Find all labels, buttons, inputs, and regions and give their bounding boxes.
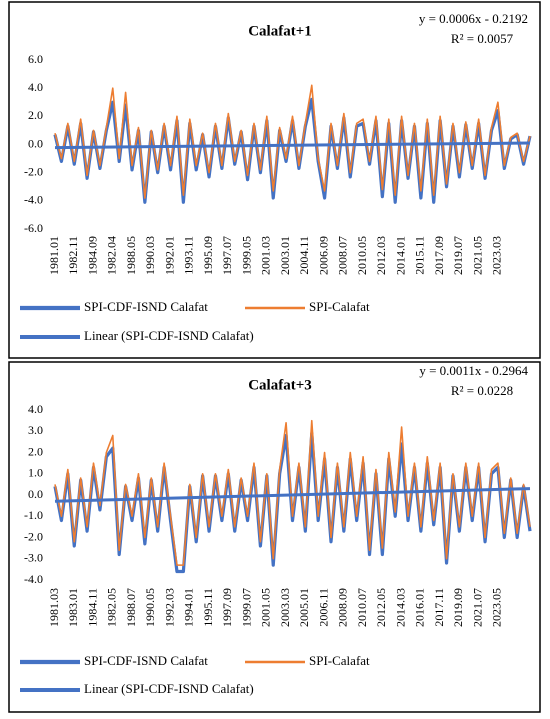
x-tick-label: 2006.11: [316, 588, 330, 627]
x-tick-label: 2008.09: [336, 588, 350, 627]
y-tick-label: 1.0: [28, 466, 43, 480]
x-tick-label: 2017.09: [432, 236, 446, 275]
x-tick-label: 1984.09: [85, 236, 99, 275]
x-tick-label: 2010.07: [355, 588, 369, 627]
x-tick-label: 2001.05: [259, 588, 273, 627]
x-tick-label: 1992.03: [162, 588, 176, 627]
x-tick-label: 2005.01: [297, 588, 311, 627]
x-tick-label: 1981.01: [47, 236, 61, 275]
x-tick-label: 2017.11: [432, 588, 446, 627]
x-tick-label: 1982.05: [105, 588, 119, 627]
y-tick-label: 6.0: [28, 52, 43, 66]
x-tick-label: 1999.05: [239, 236, 253, 275]
y-tick-label: -4.0: [24, 572, 43, 586]
x-tick-label: 2012.03: [374, 236, 388, 275]
trend-equation: y = 0.0006x - 0.2192: [419, 11, 528, 26]
x-tick-label: 2019.09: [451, 588, 465, 627]
series-line: [54, 84, 531, 199]
x-tick-label: 2019.07: [451, 236, 465, 275]
x-tick-label: 1982.11: [66, 236, 80, 275]
y-tick-label: 0.0: [28, 487, 43, 501]
x-tick-label: 1997.09: [220, 588, 234, 627]
x-tick-label: 2023.05: [490, 588, 504, 627]
panel-border: [8, 361, 541, 713]
x-tick-label: 1999.07: [239, 588, 253, 627]
y-tick-label: -1.0: [24, 508, 43, 522]
y-tick-label: 2.0: [28, 444, 43, 458]
x-tick-label: 2014.03: [393, 588, 407, 627]
x-tick-label: 2023.03: [490, 236, 504, 275]
legend-label: SPI-Calafat: [309, 299, 370, 314]
y-tick-label: -3.0: [24, 551, 43, 565]
x-tick-label: 2003.01: [278, 236, 292, 275]
y-tick-label: -2.0: [24, 164, 43, 178]
x-tick-label: 1992.01: [162, 236, 176, 275]
x-tick-label: 1990.03: [143, 236, 157, 275]
x-tick-label: 2015.11: [413, 236, 427, 275]
x-tick-label: 1988.07: [124, 588, 138, 627]
x-tick-label: 2001.03: [259, 236, 273, 275]
x-tick-label: 1982.04: [105, 236, 119, 275]
x-tick-label: 1983.01: [66, 588, 80, 627]
trend-line: [54, 487, 531, 503]
x-tick-label: 1997.07: [220, 236, 234, 275]
x-tick-label: 2003.03: [278, 588, 292, 627]
legend-label: SPI-CDF-ISND Calafat: [84, 653, 208, 668]
y-tick-label: 4.0: [28, 402, 43, 416]
series-line: [53, 431, 532, 574]
trend-r2: R² = 0.0057: [451, 31, 514, 46]
y-tick-label: -2.0: [24, 529, 43, 543]
series-line: [54, 419, 531, 566]
chart-title: Calafat+3: [248, 377, 312, 393]
y-tick-label: 0.0: [28, 136, 43, 150]
trend-line: [54, 141, 531, 150]
legend-label: Linear (SPI-CDF-ISND Calafat): [84, 328, 254, 343]
x-tick-label: 2021.07: [470, 588, 484, 627]
trend-equation: y = 0.0011x - 0.2964: [419, 363, 528, 378]
legend-label: SPI-Calafat: [309, 653, 370, 668]
x-tick-label: 2006.09: [316, 236, 330, 275]
x-tick-label: 2008.07: [336, 236, 350, 275]
panel-border: [8, 1, 541, 359]
chart-title: Calafat+1: [248, 23, 312, 39]
trend-r2: R² = 0.0228: [451, 383, 513, 398]
x-tick-label: 1990.05: [143, 588, 157, 627]
x-tick-label: 2021.05: [470, 236, 484, 275]
y-tick-label: -6.0: [24, 221, 43, 235]
y-tick-label: 4.0: [28, 80, 43, 94]
y-tick-label: -4.0: [24, 193, 43, 207]
x-tick-label: 1993.11: [182, 236, 196, 275]
x-tick-label: 1988.05: [124, 236, 138, 275]
legend-label: SPI-CDF-ISND Calafat: [84, 299, 208, 314]
x-tick-label: 2016.01: [413, 588, 427, 627]
x-tick-label: 1995.11: [201, 588, 215, 627]
x-tick-label: 1981.03: [47, 588, 61, 627]
y-tick-label: 3.0: [28, 423, 43, 437]
x-tick-label: 2004.11: [297, 236, 311, 275]
x-tick-label: 2014.01: [393, 236, 407, 275]
series-line: [53, 97, 532, 204]
x-tick-label: 1994.01: [182, 588, 196, 627]
x-tick-label: 2012.05: [374, 588, 388, 627]
y-tick-label: 2.0: [28, 108, 43, 122]
x-tick-label: 1984.11: [85, 588, 99, 627]
legend-label: Linear (SPI-CDF-ISND Calafat): [84, 681, 254, 696]
x-tick-label: 2010.05: [355, 236, 369, 275]
x-tick-label: 1995.09: [201, 236, 215, 275]
